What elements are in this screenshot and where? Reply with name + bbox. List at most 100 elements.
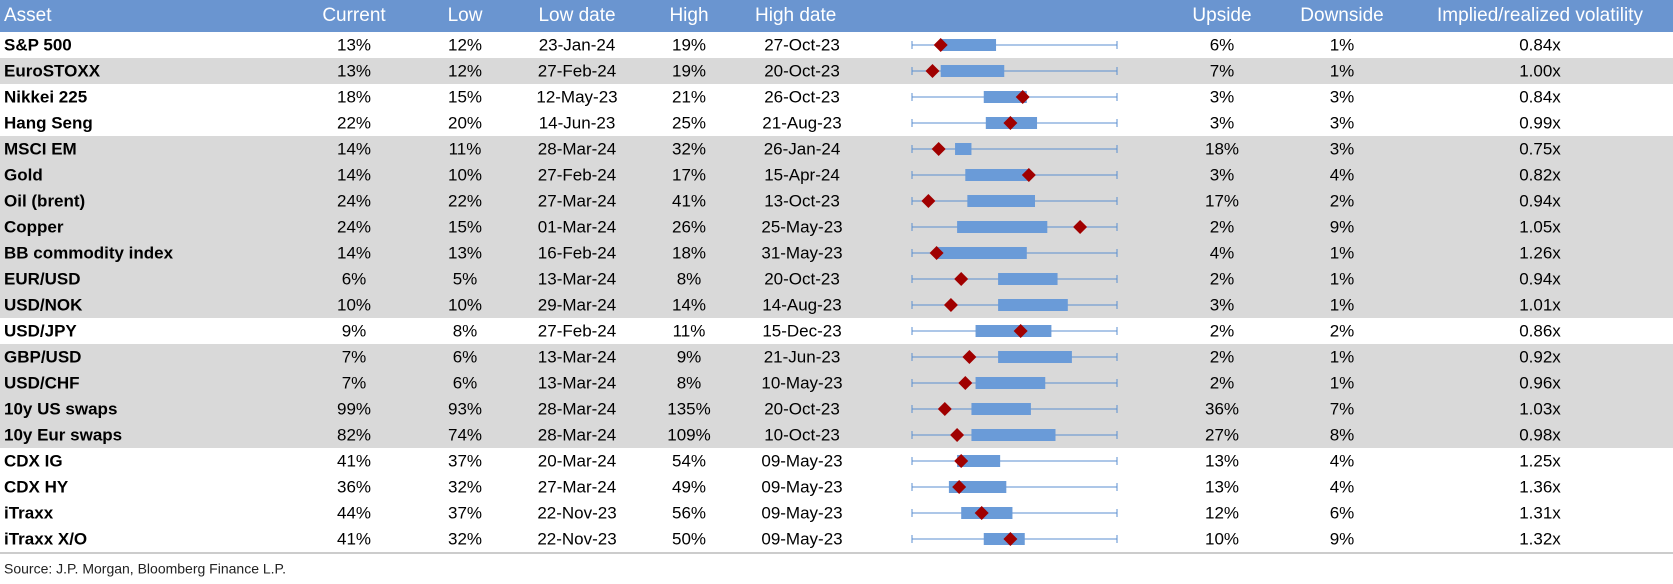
row-shade [0,136,1673,162]
cell: 24% [337,217,371,236]
cell: 27-Mar-24 [538,191,616,210]
cell: 41% [337,529,371,548]
column-header: Low [448,5,483,26]
cell: 16-Feb-24 [538,243,616,262]
range-box [998,273,1058,285]
column-header: Upside [1192,5,1251,26]
range-box [975,377,1046,389]
cell: 32% [448,529,482,548]
cell: 12-May-23 [536,87,617,106]
asset-name: Copper [4,217,64,236]
asset-name: iTraxx [4,503,54,522]
cell: 4% [1330,165,1355,184]
cell: 3% [1330,139,1355,158]
cell: 27-Feb-24 [538,321,616,340]
cell: 21% [672,87,706,106]
range-box [998,351,1072,363]
cell: 13% [1205,477,1239,496]
cell: 20% [448,113,482,132]
cell: 26-Oct-23 [764,87,840,106]
cell: 4% [1210,243,1235,262]
cell: 6% [453,347,478,366]
asset-name: S&P 500 [4,35,72,54]
cell: 15-Dec-23 [762,321,841,340]
cell: 2% [1210,321,1235,340]
asset-name: 10y Eur swaps [4,425,122,444]
current-marker [933,38,948,52]
cell: 1.01x [1519,295,1561,314]
cell: 2% [1210,347,1235,366]
cell: 0.82x [1519,165,1561,184]
range-box [967,195,1035,207]
cell: 15% [448,217,482,236]
cell: 0.84x [1519,87,1561,106]
cell: 28-Mar-24 [538,139,616,158]
asset-name: Gold [4,165,43,184]
current-marker [962,350,977,364]
column-header: Low date [538,5,615,26]
asset-name: Nikkei 225 [4,87,87,106]
cell: 09-May-23 [761,529,842,548]
asset-name: USD/JPY [4,321,77,340]
header-band [0,0,1673,32]
cell: 0.96x [1519,373,1561,392]
column-header: Downside [1300,5,1383,26]
current-marker [974,506,989,520]
cell: 37% [448,451,482,470]
cell: 44% [337,503,371,522]
cell: 26% [672,217,706,236]
cell: 27-Mar-24 [538,477,616,496]
cell: 32% [672,139,706,158]
row-shade [0,58,1673,84]
cell: 82% [337,425,371,444]
asset-name: iTraxx X/O [4,529,87,548]
cell: 0.98x [1519,425,1561,444]
cell: 2% [1330,191,1355,210]
asset-name: Oil (brent) [4,191,85,210]
cell: 32% [448,477,482,496]
cell: 8% [677,373,702,392]
cell: 3% [1330,113,1355,132]
cell: 9% [1330,529,1355,548]
cell: 22% [448,191,482,210]
current-marker [921,194,936,208]
cell: 27-Feb-24 [538,165,616,184]
cell: 1.36x [1519,477,1561,496]
cell: 0.92x [1519,347,1561,366]
cell: 0.84x [1519,35,1561,54]
cell: 1.00x [1519,61,1561,80]
cell: 22% [337,113,371,132]
cell: 10-May-23 [761,373,842,392]
range-box [971,429,1056,441]
cell: 15% [448,87,482,106]
cell: 25% [672,113,706,132]
cell: 26-Jan-24 [764,139,841,158]
cell: 14% [337,243,371,262]
cell: 1.26x [1519,243,1561,262]
current-marker [931,142,946,156]
column-header: High [669,5,708,26]
cell: 9% [1330,217,1355,236]
current-marker [925,64,940,78]
cell: 10% [448,165,482,184]
cell: 11% [673,321,706,340]
cell: 27-Feb-24 [538,61,616,80]
cell: 5% [453,269,478,288]
cell: 93% [448,399,482,418]
cell: 12% [448,61,482,80]
cell: 56% [672,503,706,522]
range-box [936,247,1027,259]
cell: 7% [1210,61,1235,80]
row-shade [0,396,1673,422]
cell: 36% [1205,399,1239,418]
cell: 8% [453,321,478,340]
cell: 2% [1210,269,1235,288]
row-shade [0,344,1673,370]
cell: 13-Mar-24 [538,373,616,392]
current-marker [1021,168,1036,182]
cell: 99% [337,399,371,418]
cell: 12% [1205,503,1239,522]
range-box [955,143,972,155]
cell: 22-Nov-23 [537,503,616,522]
cell: 41% [672,191,706,210]
